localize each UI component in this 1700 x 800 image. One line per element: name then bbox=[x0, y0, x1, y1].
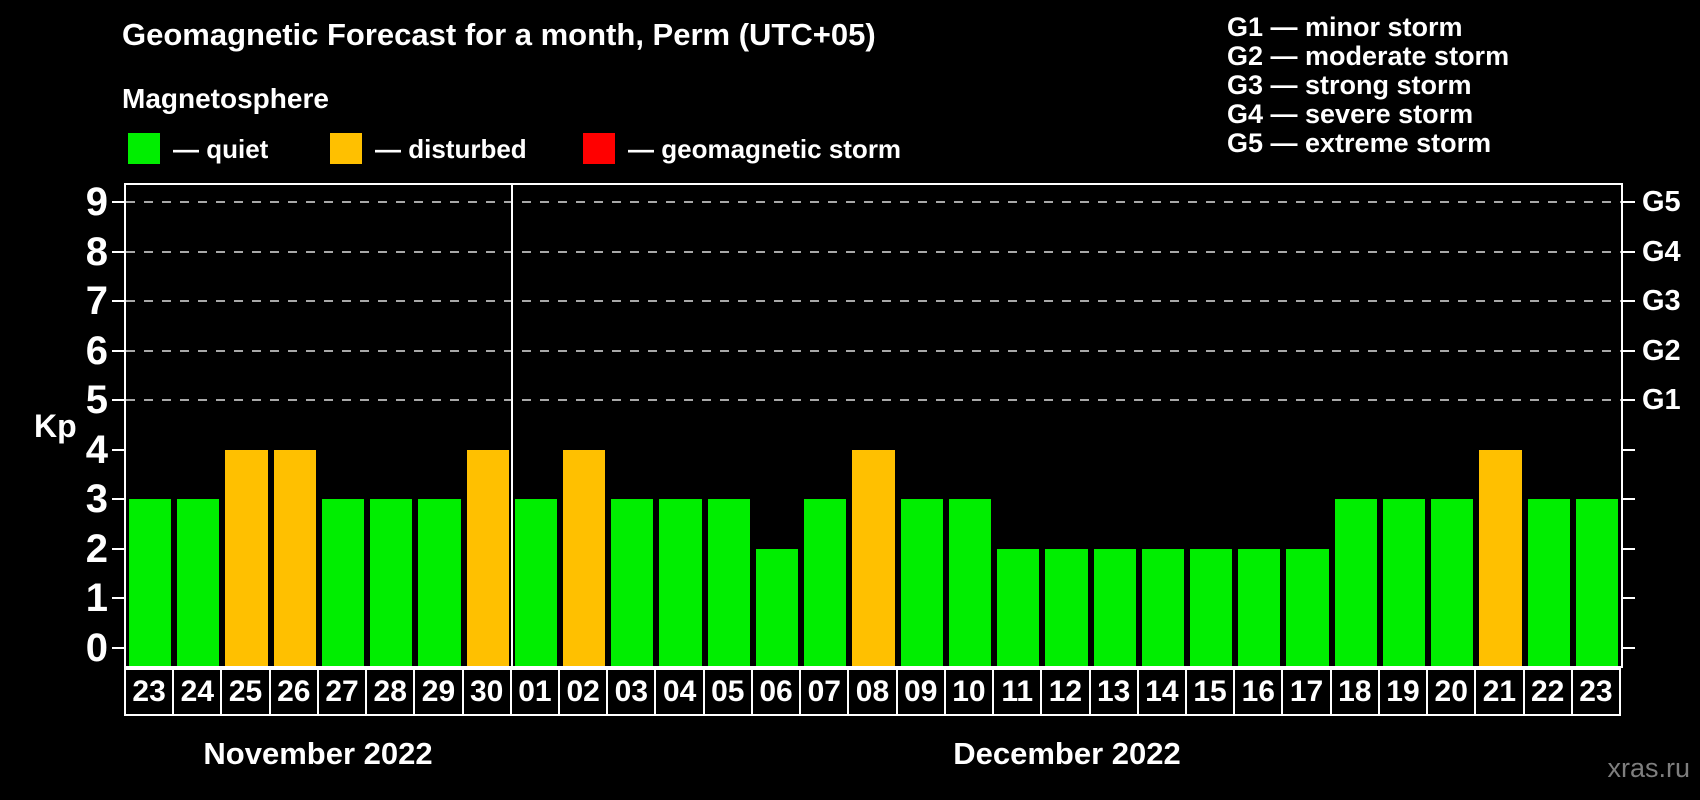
g-legend-line-1: G1 — minor storm bbox=[1227, 12, 1463, 42]
xras-watermark: xras.ru bbox=[1607, 753, 1690, 783]
y-axis-label-6: 6 bbox=[85, 328, 108, 373]
y-tick-left-0 bbox=[112, 647, 124, 649]
plot-area bbox=[124, 183, 1623, 668]
day-cell-dec-16: 16 bbox=[1233, 668, 1284, 716]
y-tick-left-5 bbox=[112, 399, 124, 402]
g-legend-line-3: G3 — strong storm bbox=[1227, 70, 1472, 100]
g-scale-legend: G1 — minor storm G2 — moderate storm G3 — … bbox=[1227, 13, 1647, 158]
g-axis-label-g1: G1 bbox=[1642, 384, 1681, 417]
g-axis-label-g2: G2 bbox=[1642, 334, 1681, 367]
day-cell-nov-26: 26 bbox=[268, 668, 319, 716]
y-tick-left-9 bbox=[112, 201, 124, 204]
day-cell-dec-19: 19 bbox=[1377, 668, 1429, 716]
magnetosphere-legend: — quiet — disturbed — geomagnetic storm bbox=[0, 130, 902, 170]
day-cell-dec-06: 06 bbox=[750, 668, 802, 716]
y-tick-left-2 bbox=[112, 547, 124, 550]
day-cell-dec-08: 08 bbox=[847, 668, 898, 716]
y-axis-label-1: 1 bbox=[85, 576, 108, 621]
day-cell-dec-13: 13 bbox=[1088, 668, 1139, 716]
y-tick-right-8 bbox=[1623, 250, 1635, 253]
month-label-november: November 2022 bbox=[203, 736, 433, 771]
chart-title: Geomagnetic Forecast for a month, Perm (… bbox=[122, 17, 876, 52]
legend-label-quiet: — quiet bbox=[173, 134, 269, 164]
day-cell-nov-27: 27 bbox=[316, 668, 368, 716]
day-cell-nov-25: 25 bbox=[220, 668, 271, 716]
g-legend-line-5: G5 — extreme storm bbox=[1227, 128, 1492, 158]
day-cell-dec-14: 14 bbox=[1136, 668, 1187, 716]
y-tick-right-9 bbox=[1623, 201, 1635, 204]
month-label-december: December 2022 bbox=[953, 736, 1181, 771]
day-cell-nov-28: 28 bbox=[365, 668, 416, 716]
day-cell-dec-07: 07 bbox=[799, 668, 850, 716]
g-legend-line-2: G2 — moderate storm bbox=[1227, 41, 1510, 71]
day-cell-dec-01: 01 bbox=[509, 668, 561, 716]
y-tick-left-6 bbox=[112, 349, 124, 352]
y-tick-left-7 bbox=[112, 300, 124, 303]
g-axis-label-g3: G3 bbox=[1642, 285, 1681, 318]
day-cell-dec-17: 17 bbox=[1281, 668, 1332, 716]
legend-label-geomagnetic-storm: — geomagnetic storm bbox=[628, 134, 902, 164]
day-cell-dec-11: 11 bbox=[992, 668, 1043, 716]
legend-swatch-geomagnetic-storm bbox=[583, 133, 615, 164]
y-axis-title: Kp bbox=[34, 408, 77, 444]
y-tick-left-4 bbox=[112, 448, 124, 451]
y-tick-right-0 bbox=[1623, 647, 1635, 649]
day-cell-dec-05: 05 bbox=[702, 668, 753, 716]
y-tick-right-3 bbox=[1623, 498, 1635, 501]
day-cell-dec-15: 15 bbox=[1184, 668, 1236, 716]
day-cell-dec-22: 22 bbox=[1522, 668, 1573, 716]
y-axis-label-8: 8 bbox=[85, 229, 108, 274]
y-tick-right-2 bbox=[1623, 547, 1635, 550]
day-cell-nov-30: 30 bbox=[461, 668, 512, 716]
y-tick-right-6 bbox=[1623, 349, 1635, 352]
y-axis-label-9: 9 bbox=[85, 180, 108, 225]
y-axis-label-2: 2 bbox=[85, 526, 108, 571]
y-axis-label-3: 3 bbox=[85, 477, 108, 522]
day-cell-dec-21: 21 bbox=[1474, 668, 1525, 716]
y-tick-left-3 bbox=[112, 498, 124, 501]
day-cell-dec-20: 20 bbox=[1426, 668, 1477, 716]
day-cell-nov-23: 23 bbox=[124, 668, 175, 716]
g-axis-label-g5: G5 bbox=[1642, 186, 1681, 219]
day-cell-dec-18: 18 bbox=[1329, 668, 1380, 716]
legend-label-disturbed: — disturbed bbox=[375, 134, 527, 164]
legend-swatch-disturbed bbox=[330, 133, 362, 164]
day-cell-dec-03: 03 bbox=[606, 668, 657, 716]
day-cell-nov-29: 29 bbox=[413, 668, 464, 716]
day-cell-dec-09: 09 bbox=[895, 668, 946, 716]
y-axis-label-7: 7 bbox=[85, 279, 108, 324]
day-cell-dec-02: 02 bbox=[558, 668, 609, 716]
magnetosphere-label: Magnetosphere bbox=[122, 83, 329, 114]
y-tick-right-1 bbox=[1623, 597, 1635, 600]
y-tick-right-4 bbox=[1623, 448, 1635, 451]
y-axis-label-0: 0 bbox=[85, 626, 108, 670]
day-cell-dec-12: 12 bbox=[1040, 668, 1091, 716]
y-tick-right-5 bbox=[1623, 399, 1635, 402]
y-tick-left-1 bbox=[112, 597, 124, 600]
g-legend-line-4: G4 — severe storm bbox=[1227, 99, 1474, 129]
y-tick-left-8 bbox=[112, 250, 124, 253]
day-cell-dec-23: 23 bbox=[1570, 668, 1621, 716]
day-cell-dec-04: 04 bbox=[654, 668, 705, 716]
day-cell-dec-10: 10 bbox=[943, 668, 995, 716]
g-axis-label-g4: G4 bbox=[1642, 235, 1681, 268]
y-tick-right-7 bbox=[1623, 300, 1635, 303]
legend-swatch-quiet bbox=[128, 133, 160, 164]
day-cell-nov-24: 24 bbox=[172, 668, 223, 716]
